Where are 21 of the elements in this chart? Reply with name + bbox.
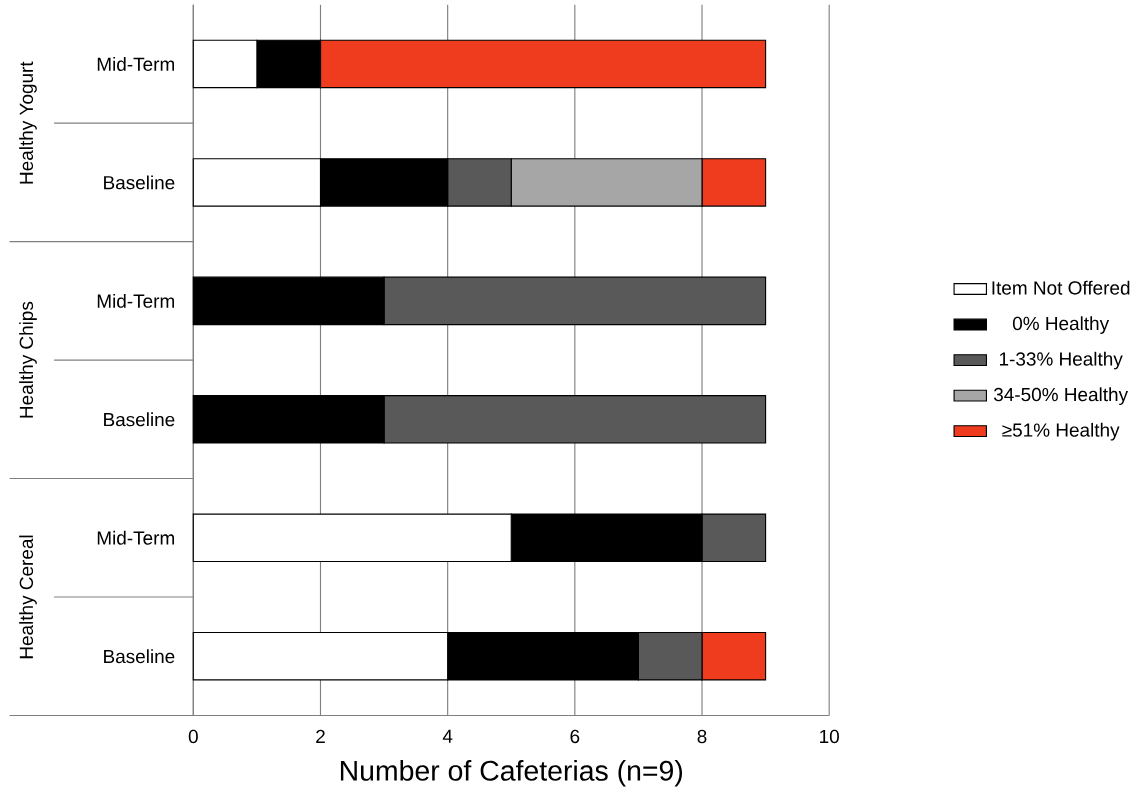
y-tick-label: Baseline	[104, 175, 175, 190]
y-tick-label: Mid-Term	[97, 293, 174, 308]
x-tick-label: 0	[188, 729, 198, 744]
legend-label: ≥51% Healthy	[1002, 422, 1120, 441]
text: Healthy Chips	[19, 301, 37, 418]
legend-label: 34-50% Healthy	[993, 387, 1129, 405]
x-tick-label: 8	[697, 729, 707, 744]
legend-label: 1-33% Healthy	[999, 351, 1123, 370]
legend-label: Item Not Offered	[992, 280, 1130, 295]
x-tick-label: 6	[570, 729, 580, 744]
text: Healthy Cereal	[19, 535, 37, 659]
y-tick-label: Mid-Term	[97, 530, 174, 545]
text: Healthy Yogurt	[19, 61, 37, 184]
x-tick-label: 10	[820, 729, 839, 744]
x-tick-label: 2	[316, 729, 325, 743]
legend-label: 0% Healthy	[1012, 316, 1110, 334]
y-tick-label: Baseline	[104, 649, 175, 664]
y-tick-label: Baseline	[104, 412, 175, 427]
x-tick-label: 4	[442, 729, 453, 743]
y-tick-label: Mid-Term	[97, 56, 174, 71]
x-axis-title: Number of Cafeterias (n=9)	[340, 759, 683, 787]
